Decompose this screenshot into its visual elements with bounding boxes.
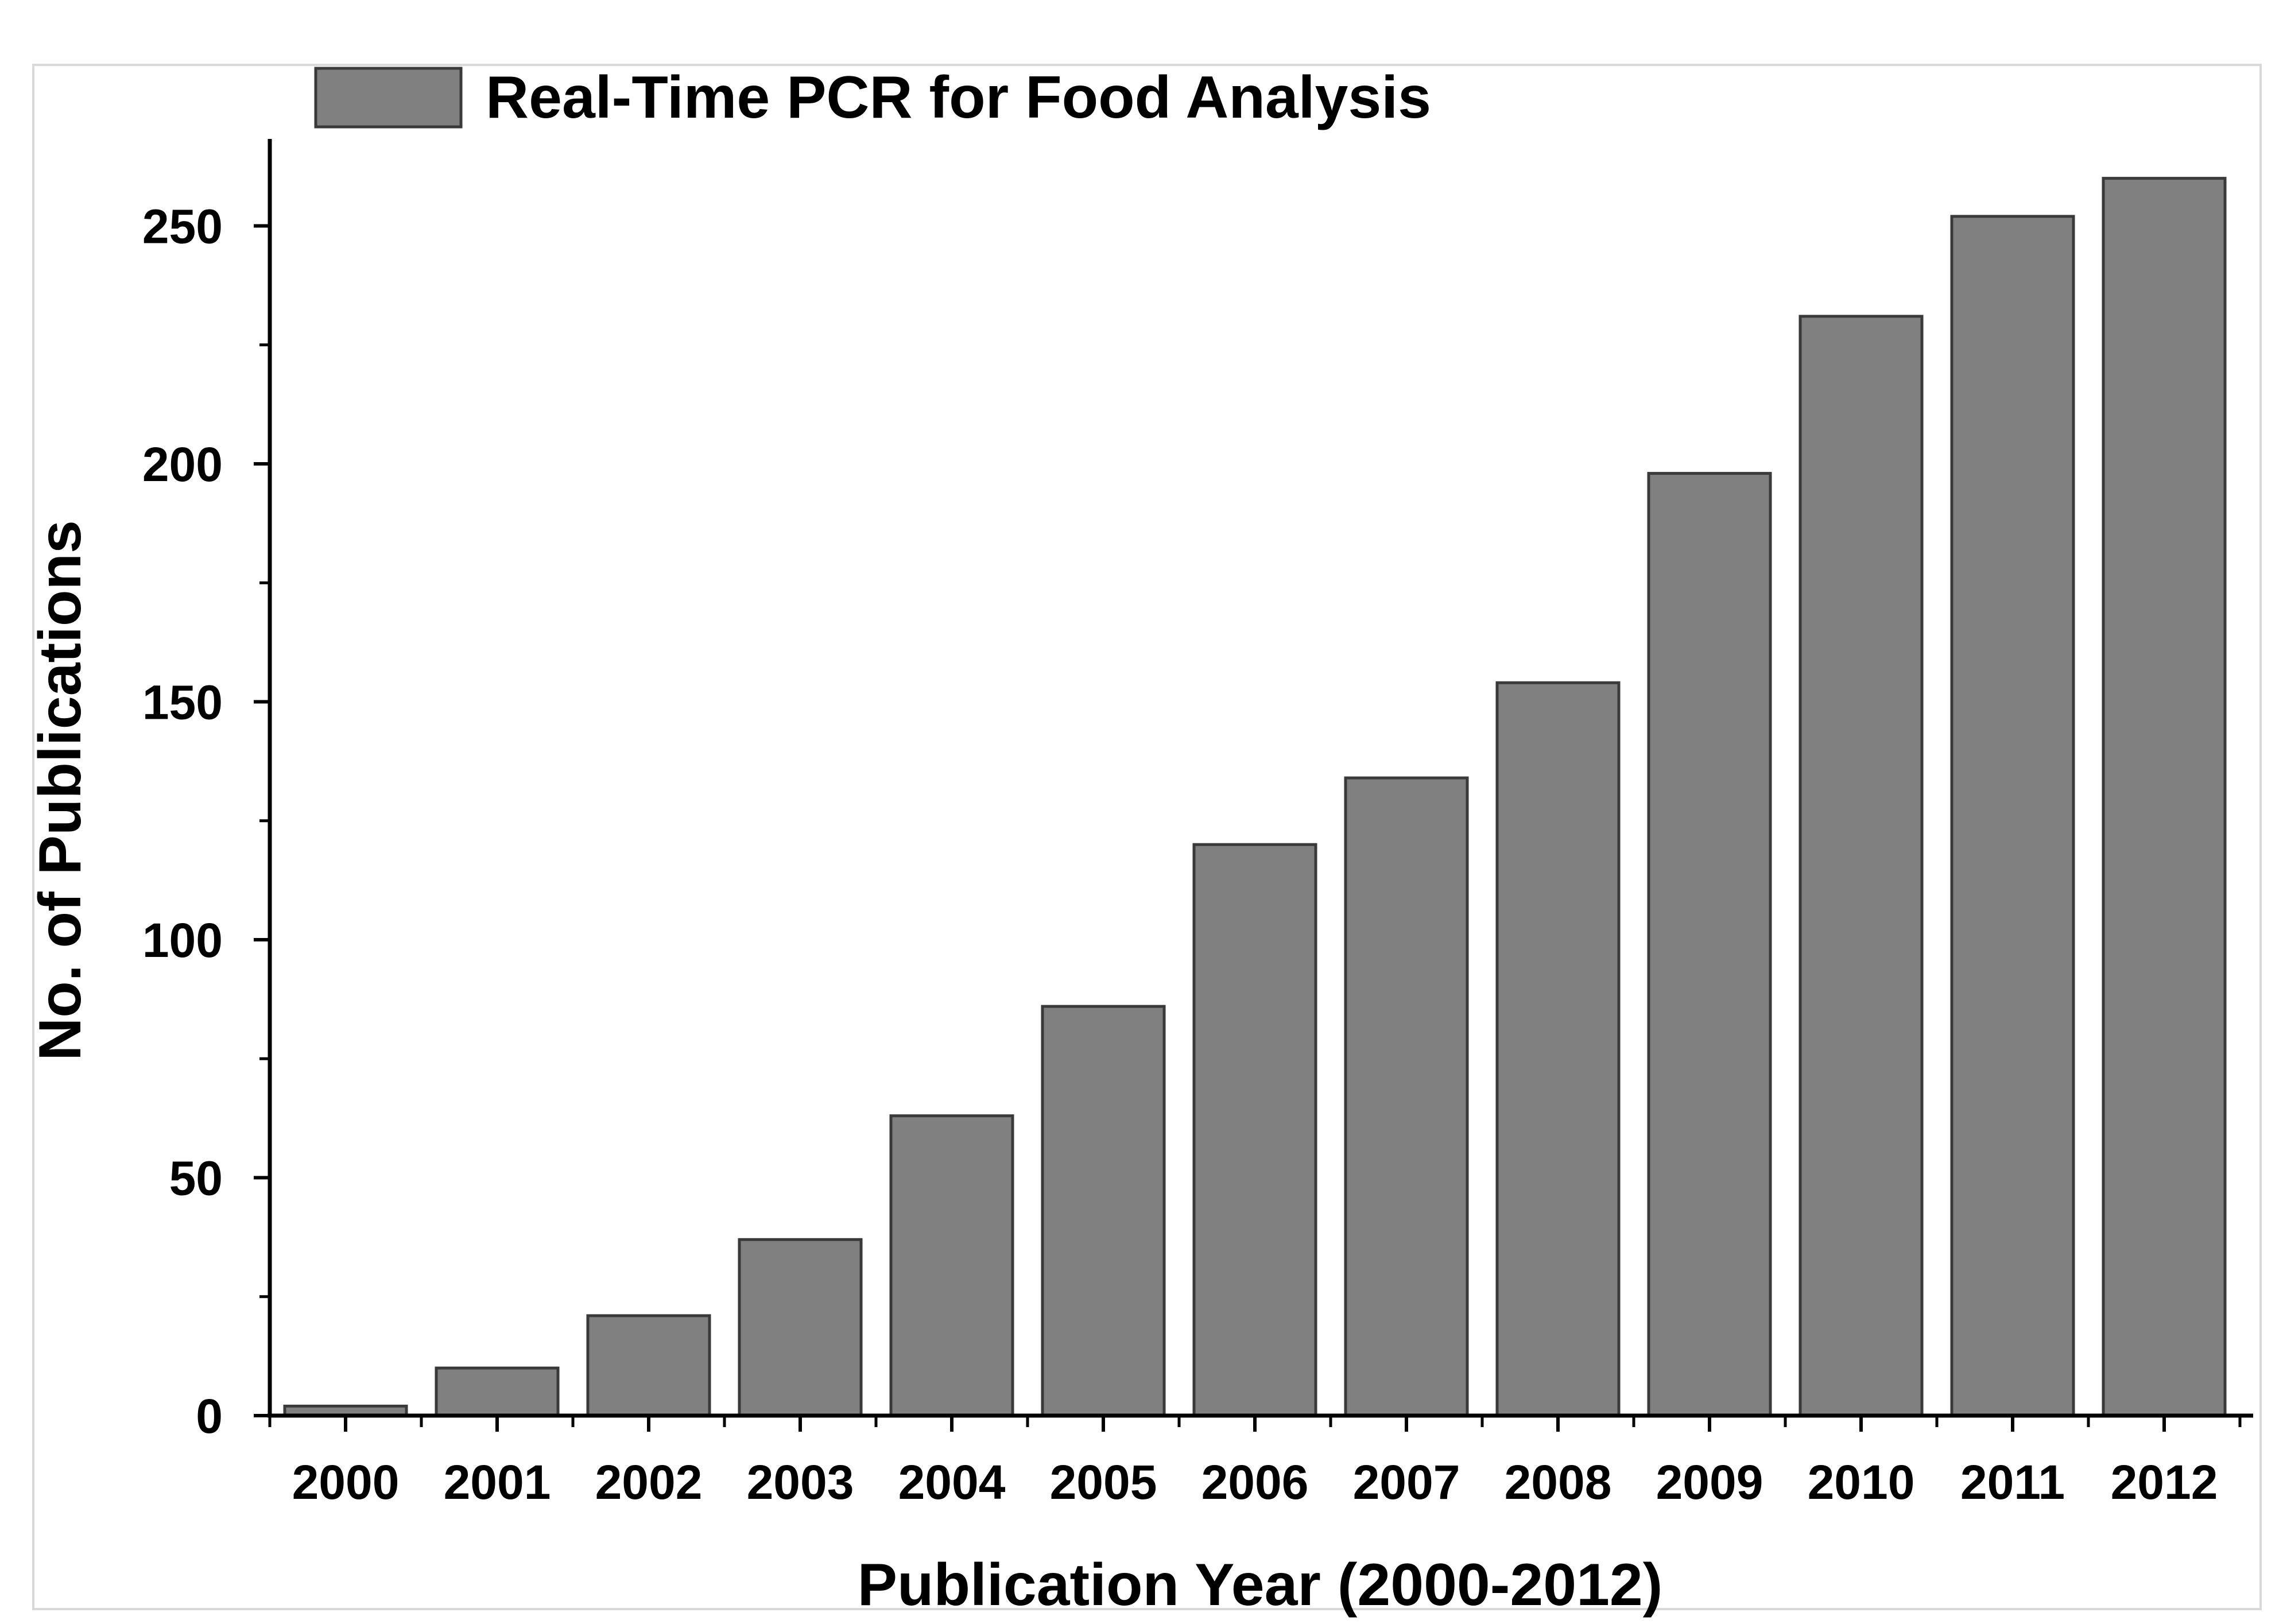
legend-label: Real-Time PCR for Food Analysis bbox=[486, 64, 1431, 131]
bar-2006 bbox=[1192, 843, 1317, 1417]
y-tick-label: 50 bbox=[169, 1152, 223, 1206]
bars-layer bbox=[283, 177, 2227, 1417]
x-tick-label: 2004 bbox=[898, 1455, 1006, 1509]
bar-2008 bbox=[1495, 681, 1621, 1417]
bar-2004 bbox=[889, 1114, 1014, 1417]
y-tick-label: 0 bbox=[196, 1389, 223, 1443]
x-axis-title: Publication Year (2000-2012) bbox=[858, 1552, 1663, 1618]
y-axis-title: No. of Publications bbox=[27, 520, 94, 1061]
x-tick-label: 2007 bbox=[1353, 1455, 1460, 1509]
bar-2010 bbox=[1799, 315, 1924, 1417]
bar-2003 bbox=[738, 1238, 863, 1417]
x-tick-label: 2000 bbox=[292, 1455, 400, 1509]
x-ticks: 2000 2001 2002 2003 2004 2005 2006 2007 2008 2009… bbox=[268, 1416, 2242, 1509]
x-tick-label: 2003 bbox=[747, 1455, 854, 1509]
bar-2012 bbox=[2102, 177, 2227, 1417]
x-tick-label: 2011 bbox=[1960, 1455, 2065, 1509]
x-tick-label: 2012 bbox=[2111, 1455, 2218, 1509]
axes: 0 50 100 150 200 250 2000 2001 2002 2003 2004 2005… bbox=[142, 139, 2253, 1509]
x-tick-label: 2002 bbox=[595, 1455, 703, 1509]
legend-swatch bbox=[314, 67, 463, 129]
y-tick-label: 250 bbox=[142, 200, 223, 254]
x-tick-label: 2010 bbox=[1808, 1455, 1915, 1509]
y-ticks: 0 50 100 150 200 250 bbox=[142, 200, 270, 1443]
y-tick-label: 150 bbox=[142, 676, 223, 730]
bar-2002 bbox=[586, 1314, 711, 1417]
y-tick-label: 100 bbox=[142, 913, 223, 967]
y-tick-label: 200 bbox=[142, 437, 223, 491]
bar-2005 bbox=[1041, 1005, 1166, 1417]
bar-2011 bbox=[1950, 215, 2075, 1417]
legend: Real-Time PCR for Food Analysis bbox=[314, 64, 1431, 131]
x-tick-label: 2006 bbox=[1201, 1455, 1309, 1509]
x-tick-label: 2008 bbox=[1505, 1455, 1612, 1509]
bar-2001 bbox=[435, 1366, 560, 1417]
bar-2009 bbox=[1647, 472, 1772, 1417]
x-tick-label: 2005 bbox=[1050, 1455, 1157, 1509]
x-tick-label: 2009 bbox=[1656, 1455, 1763, 1509]
x-tick-label: 2001 bbox=[444, 1455, 551, 1509]
bar-2007 bbox=[1344, 776, 1469, 1417]
